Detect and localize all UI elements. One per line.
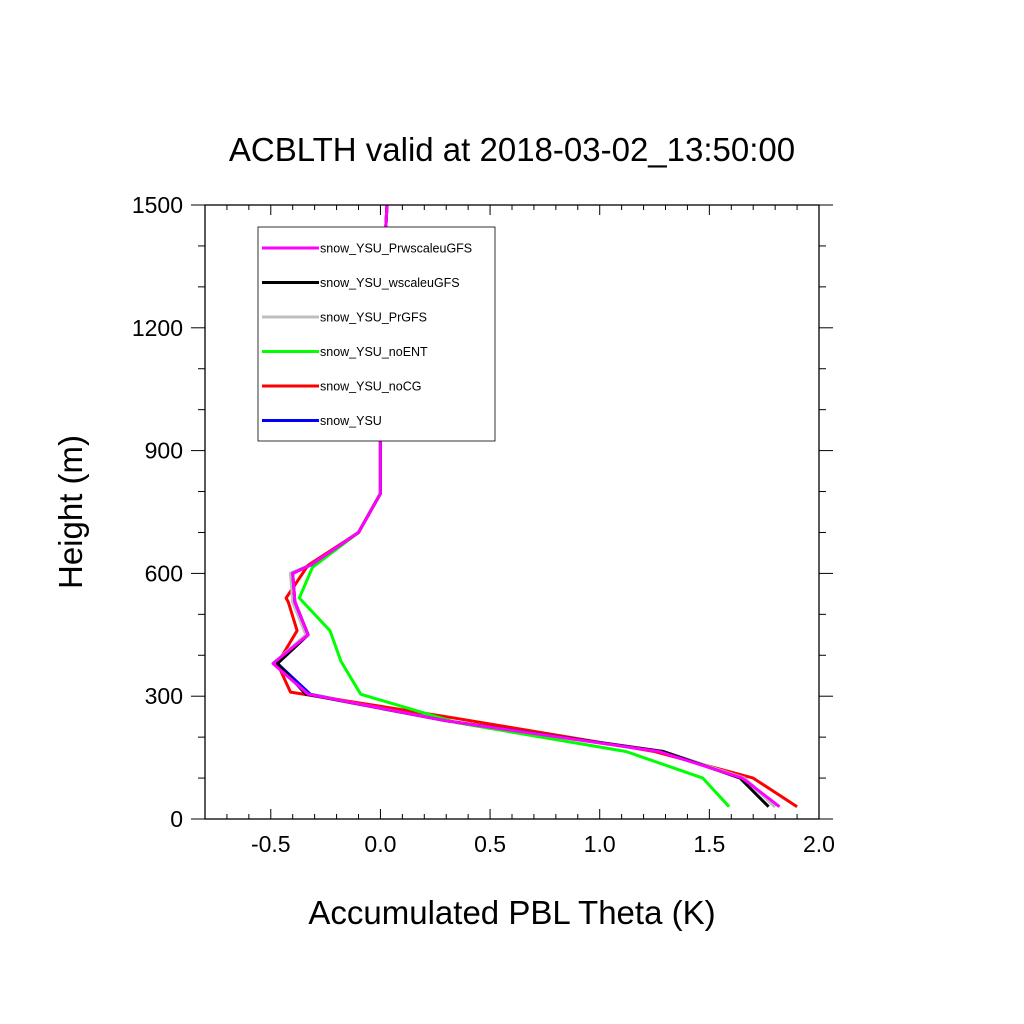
legend-label: snow_YSU_noENT	[320, 345, 428, 359]
y-axis-label: Height (m)	[52, 435, 89, 589]
y-tick-label: 300	[145, 683, 183, 709]
y-tick-label: 600	[145, 560, 183, 586]
legend-box	[257, 226, 496, 442]
legend: snow_YSU_PrwscaleuGFS snow_YSU_wscaleuGFS…	[257, 226, 496, 442]
y-tick-label: 1500	[132, 192, 183, 218]
y-tick-label: 900	[145, 438, 183, 464]
x-tick-label: 1.0	[584, 831, 616, 857]
x-tick-label: 0.0	[364, 831, 396, 857]
legend-label: snow_YSU_PrwscaleuGFS	[320, 242, 472, 256]
legend-label: snow_YSU_noCG	[320, 380, 421, 394]
y-tick-label: 1200	[132, 315, 183, 341]
axis-ticks: -0.5 0.0 0.5 1.0 1.5 2.0 0 300 600 900 1200 1500	[132, 192, 835, 857]
y-tick-label: 0	[170, 806, 183, 832]
x-axis-label: Accumulated PBL Theta (K)	[308, 894, 715, 931]
legend-label: snow_YSU	[320, 414, 382, 428]
x-tick-label: -0.5	[251, 831, 291, 857]
x-tick-label: 2.0	[803, 831, 835, 857]
legend-label: snow_YSU_wscaleuGFS	[320, 276, 460, 290]
x-tick-label: 1.5	[693, 831, 725, 857]
x-tick-label: 0.5	[474, 831, 506, 857]
legend-label: snow_YSU_PrGFS	[320, 311, 427, 325]
chart-title: ACBLTH valid at 2018-03-02_13:50:00	[229, 131, 795, 168]
plot-frame	[204, 204, 820, 820]
